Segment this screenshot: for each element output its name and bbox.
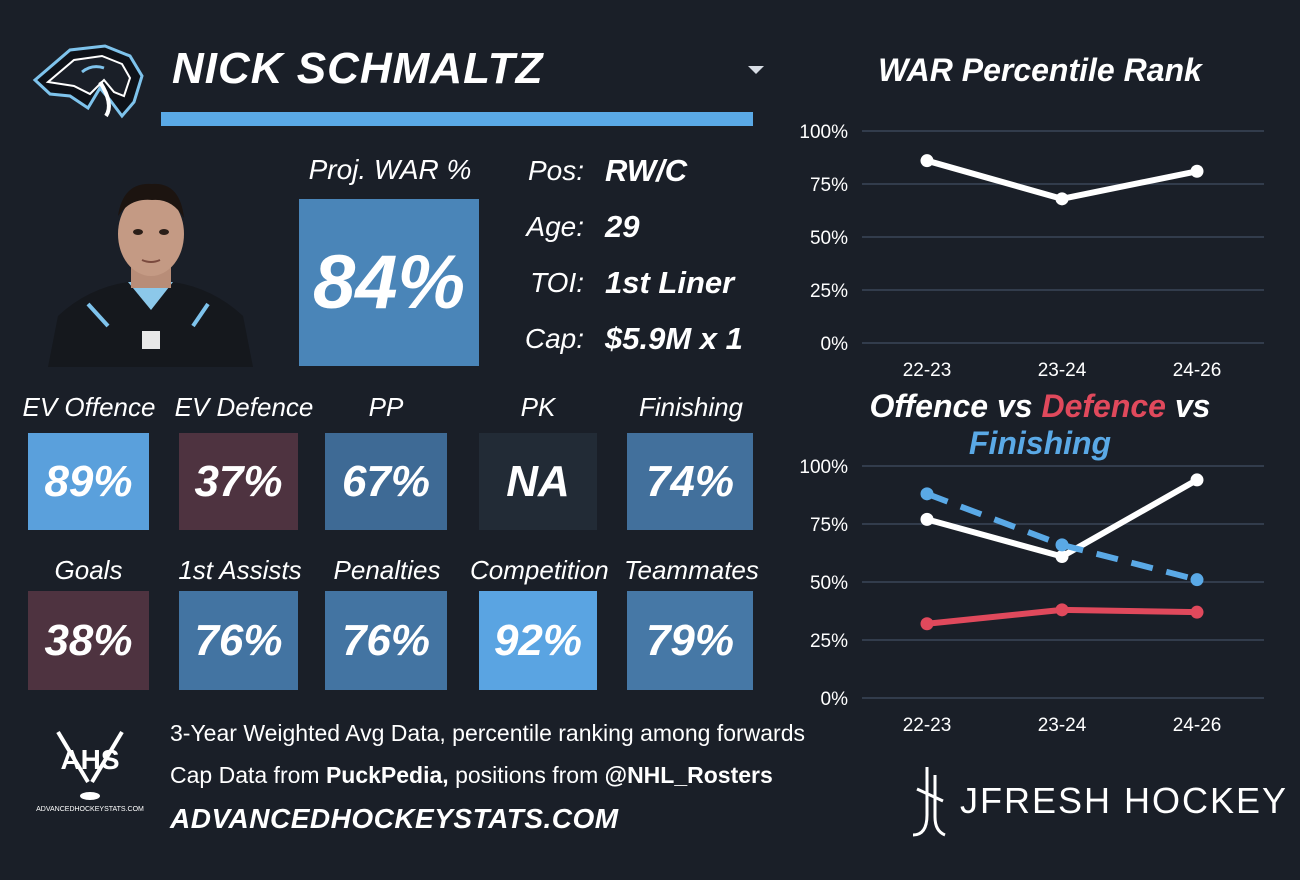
x-tick-label: 24-26 [1173,360,1222,381]
off-def-fin-chart: 100% 75% 50% 25% 0% 22-23 23-24 24-26 [799,457,1264,736]
tile-label-pk: PK [520,392,556,422]
hockey-sticks-icon [56,730,124,800]
data-point [1055,192,1069,206]
data-point [920,154,934,168]
x-tick-label: 23-24 [1038,360,1087,381]
y-tick-label: 25% [810,281,848,302]
tile-pk: NA [479,433,597,530]
tile-label-penalties: Penalties [333,555,441,585]
player-headshot [48,176,253,367]
pos-label: Pos: [527,155,584,186]
tile-finishing: 74% [627,433,753,530]
tile-label-ev-defence: EV Defence [174,392,314,422]
data-point [920,617,934,631]
y-tick-label: 75% [810,175,848,196]
puckpedia-link[interactable]: PuckPedia, [325,762,449,788]
x-tick-label: 24-26 [1173,715,1222,736]
tile-value-1st-assists: 76% [194,615,283,665]
tile-label-teammates: Teammates [624,555,759,585]
tile-label-goals: Goals [54,555,123,585]
ahs-logo-subtext: ADVANCEDHOCKEYSTATS.COM [36,806,144,813]
y-tick-label: 75% [810,515,848,536]
tile-ev-offence: 89% [28,433,149,530]
tile-value-competition: 92% [493,615,583,665]
tile-value-goals: 38% [44,615,133,665]
mammoth-logo-icon [32,44,144,119]
toi-value: 1st Liner [605,265,735,300]
tile-label-1st-assists: 1st Assists [178,555,302,585]
series-line [925,491,1198,583]
tile-value-teammates: 79% [645,615,735,665]
tile-penalties: 76% [325,591,447,690]
footer-line-1: 3-Year Weighted Avg Data, percentile ran… [170,720,806,746]
data-point [1055,538,1069,552]
footer-line-2-mid: positions from [448,762,605,788]
jfresh-stick-icon [912,767,946,837]
chevron-down-icon[interactable] [748,66,764,74]
footer-line-2-prefix: Cap Data from [170,762,326,788]
player-name: NICK SCHMALTZ [172,44,544,93]
tile-teammates: 79% [627,591,753,690]
y-tick-label: 0% [821,334,849,355]
y-tick-label: 25% [810,631,848,652]
age-label: Age: [526,211,584,242]
chart2-title-part-offence: Offence [869,388,989,424]
chart1-title: WAR Percentile Rank [878,52,1202,88]
proj-war-value: 84% [312,240,466,325]
tile-competition: 92% [479,591,597,690]
y-tick-label: 100% [799,122,848,143]
chart2-title-part-vs2: vs [1165,388,1211,424]
y-tick-label: 50% [810,573,848,594]
tile-1st-assists: 76% [179,591,298,690]
y-tick-label: 50% [810,228,848,249]
tile-label-finishing: Finishing [638,392,744,422]
war-percentile-chart: 100% 75% 50% 25% 0% 22-23 23-24 24-26 [799,122,1264,381]
tile-ev-defence: 37% [179,433,298,530]
cap-value: $5.9M x 1 [605,321,743,356]
name-underline [161,112,753,126]
tile-value-ev-defence: 37% [194,456,283,506]
footer-line-2: Cap Data from PuckPedia, positions from … [170,762,773,789]
chart2-title-part-defence: Defence [1041,388,1166,424]
data-point [920,512,934,526]
tile-value-penalties: 76% [341,615,431,665]
data-point [1055,549,1069,563]
tile-pp: 67% [325,433,447,530]
tile-goals: 38% [28,591,149,690]
y-tick-label: 0% [821,689,849,710]
chart2-title-part-finishing: Finishing [968,425,1112,461]
chart2-title-part-vs1: vs [988,388,1042,424]
proj-war-label: Proj. WAR % [308,154,472,185]
x-tick-label: 23-24 [1038,715,1087,736]
toi-label: TOI: [530,267,584,298]
data-point [1190,473,1204,487]
tile-value-finishing: 74% [645,456,735,506]
data-point [920,487,934,501]
nhl-rosters-link[interactable]: @NHL_Rosters [604,762,773,788]
pos-value: RW/C [605,153,688,188]
data-point [1055,603,1069,617]
data-point [1190,164,1204,178]
proj-war-tile: 84% [299,199,479,366]
tile-label-competition: Competition [470,555,609,585]
tile-label-pp: PP [368,392,404,422]
site-link[interactable]: ADVANCEDHOCKEYSTATS.COM [170,803,619,834]
age-value: 29 [605,209,640,244]
tile-value-pk: NA [506,456,570,506]
y-tick-label: 100% [799,457,848,478]
ahs-logo-text: AHS [60,744,120,775]
cap-label: Cap: [524,323,584,354]
tile-value-ev-offence: 89% [44,456,133,506]
data-point [1190,573,1204,587]
chart2-title: Offence vs Defence vs Finishing [800,388,1280,462]
tile-value-pp: 67% [341,456,431,506]
x-tick-label: 22-23 [903,715,952,736]
jfresh-brand-text: JFRESH HOCKEY [960,780,1289,821]
tile-label-ev-offence: EV Offence [22,392,156,422]
x-tick-label: 22-23 [903,360,952,381]
data-point [1190,605,1204,619]
